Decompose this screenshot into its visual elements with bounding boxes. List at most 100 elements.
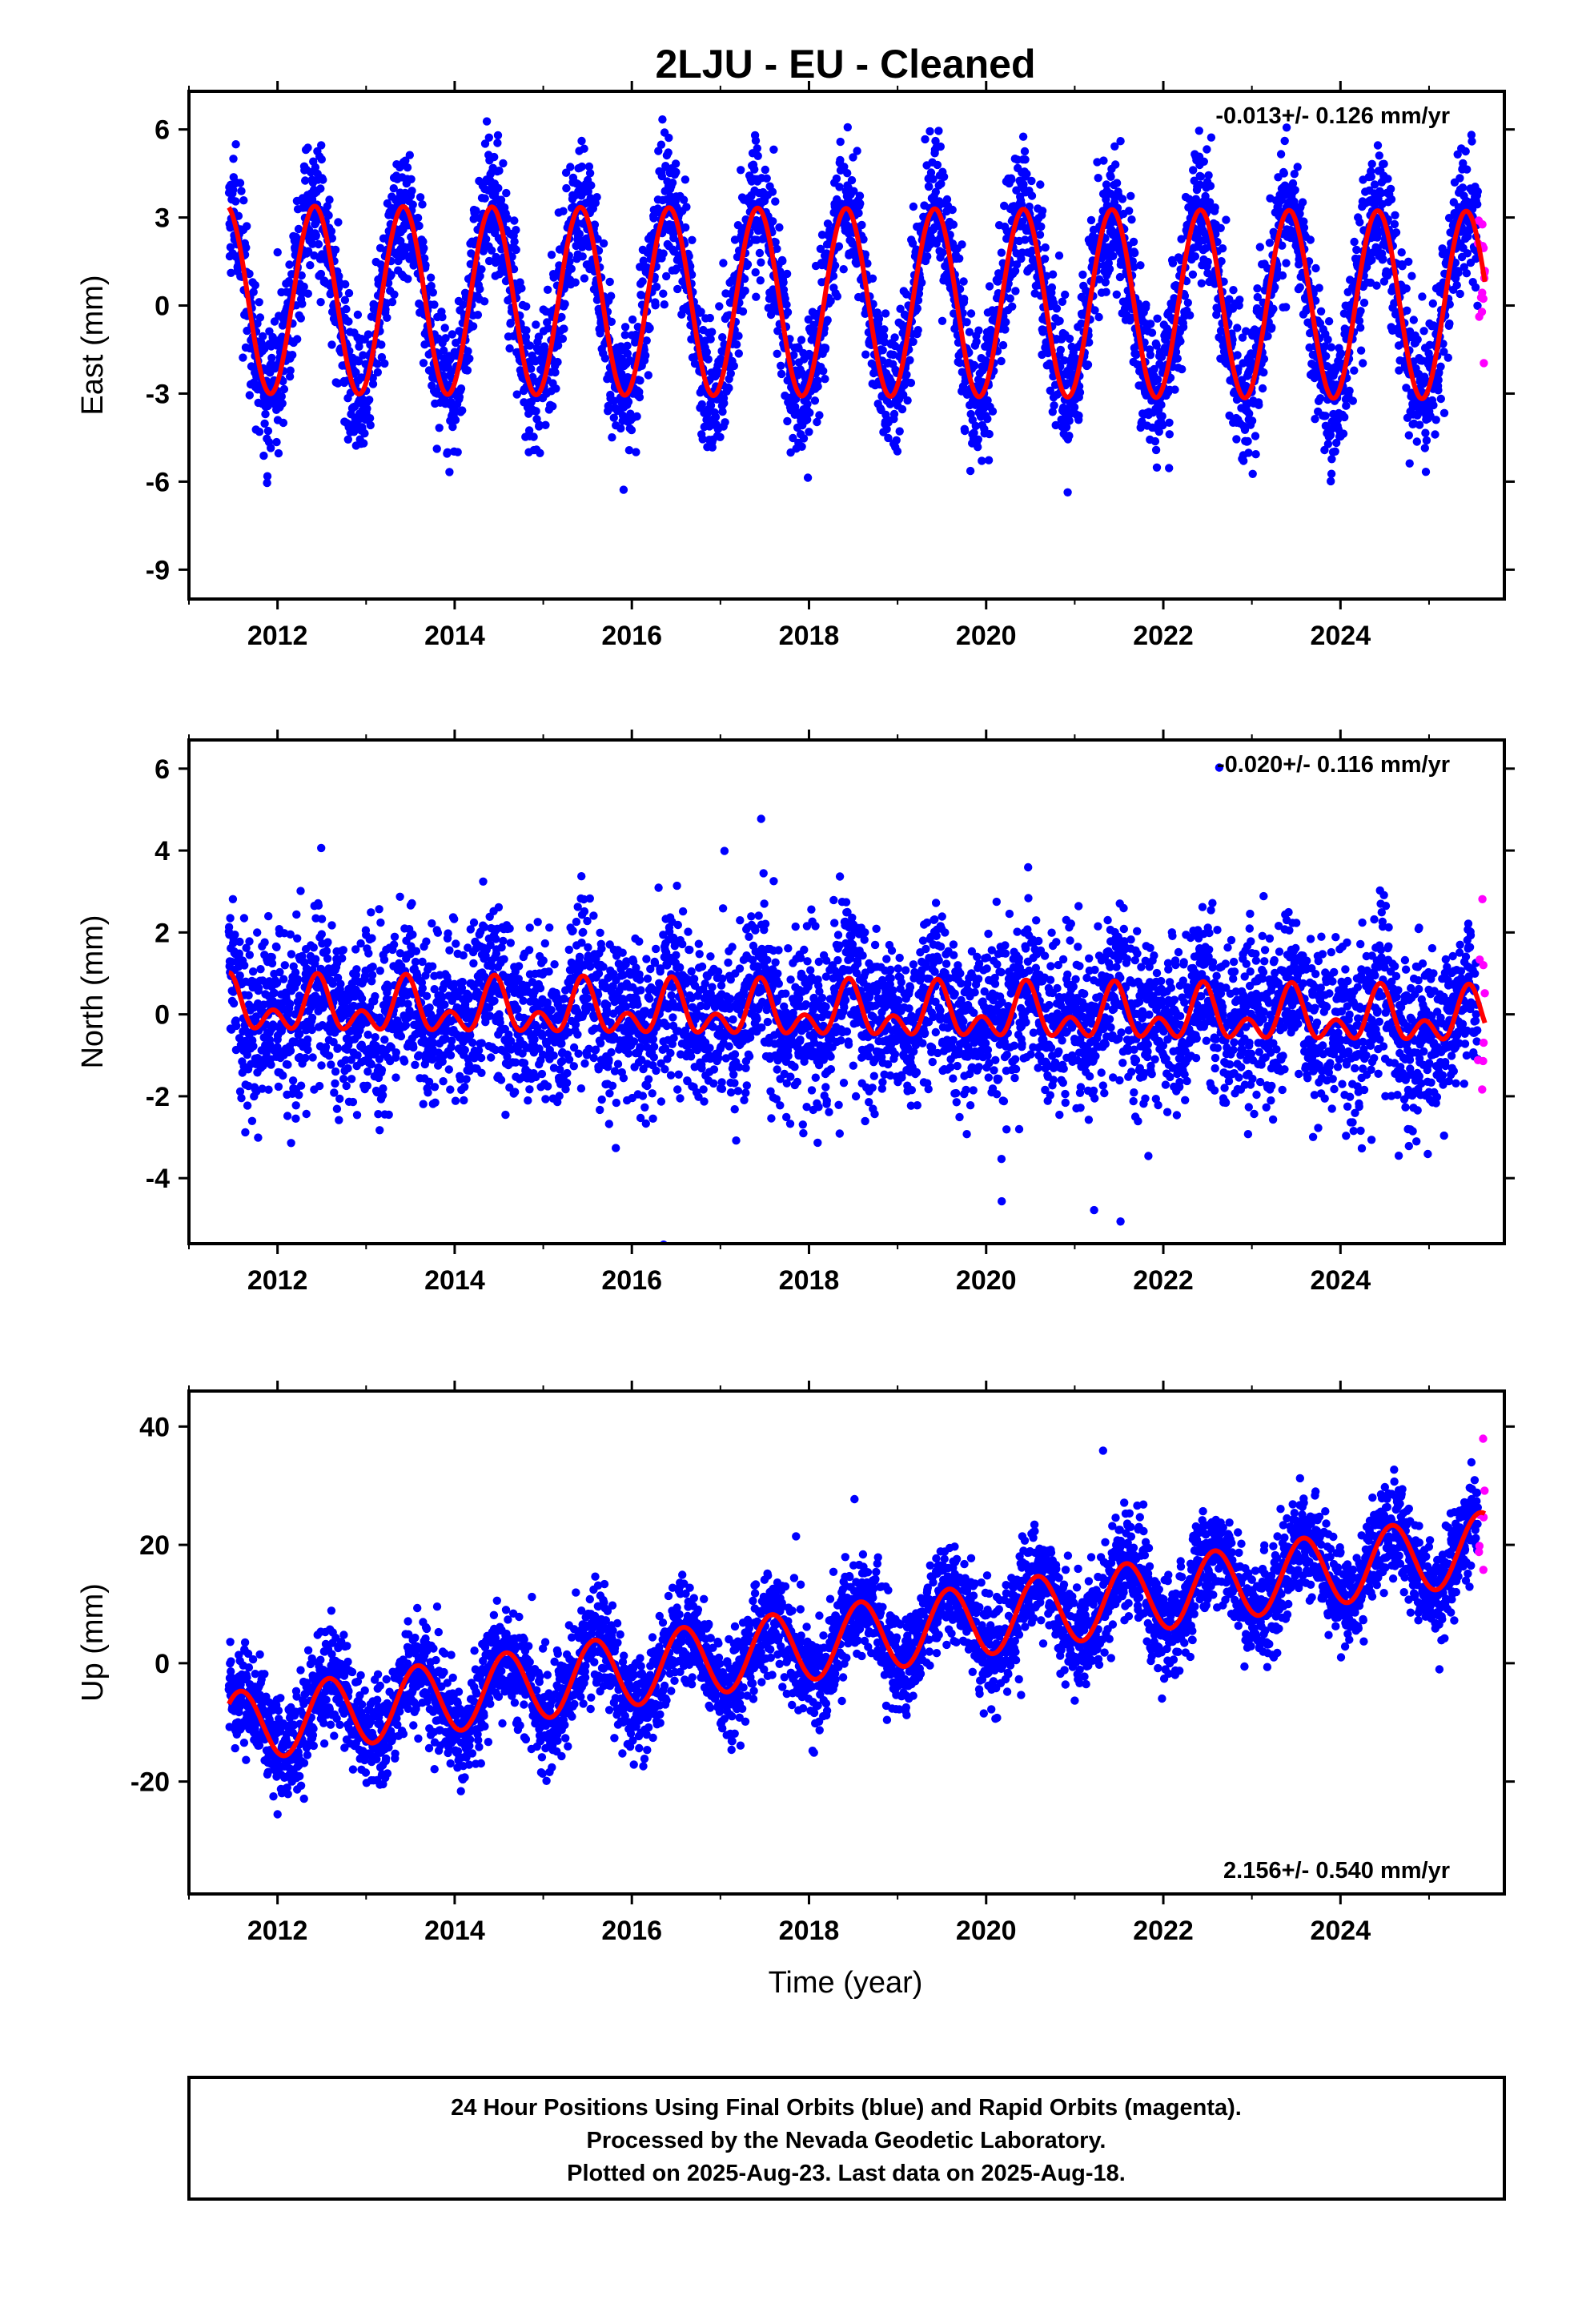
final-point <box>725 384 733 392</box>
final-point <box>1345 386 1354 396</box>
final-point <box>253 928 262 937</box>
final-point <box>260 419 269 428</box>
final-point <box>855 191 865 200</box>
final-point <box>584 187 592 196</box>
final-point <box>272 943 281 952</box>
final-point <box>823 219 833 228</box>
rapid-point <box>1477 308 1487 316</box>
final-point <box>665 133 673 143</box>
final-point <box>698 435 707 444</box>
final-point <box>254 983 263 993</box>
north-panel: 2012 2014 2016 2018 2020 2022 2024-4-20246Nort… <box>76 730 1515 1296</box>
final-point <box>476 284 484 294</box>
final-point <box>756 276 765 285</box>
final-point <box>245 937 254 946</box>
final-point <box>1352 245 1361 255</box>
y-tick-label: -6 <box>146 467 170 497</box>
final-point <box>327 340 336 349</box>
final-point <box>272 437 281 447</box>
final-point <box>769 217 777 226</box>
final-point <box>652 283 661 292</box>
final-point <box>264 1085 273 1094</box>
final-point <box>430 300 439 309</box>
final-point <box>777 369 786 379</box>
final-point <box>681 223 690 232</box>
final-point <box>778 256 787 266</box>
final-point <box>571 278 580 287</box>
final-point <box>762 174 771 183</box>
final-point <box>1232 435 1241 444</box>
final-point <box>1165 418 1174 427</box>
final-point <box>697 400 706 409</box>
final-point <box>327 234 336 243</box>
final-point <box>815 411 824 420</box>
final-point <box>574 180 584 190</box>
final-point <box>884 433 893 443</box>
final-point <box>229 186 238 195</box>
final-point <box>426 273 436 282</box>
final-point <box>917 278 926 287</box>
final-point <box>295 1091 303 1100</box>
final-point <box>277 392 286 401</box>
final-point <box>365 414 375 423</box>
final-point <box>810 396 820 405</box>
final-point <box>1327 469 1336 478</box>
final-point <box>1021 155 1030 164</box>
final-point <box>1127 215 1136 224</box>
final-point <box>368 373 377 383</box>
final-point <box>970 361 979 370</box>
final-point <box>809 320 818 329</box>
final-point <box>984 456 994 464</box>
final-point <box>235 937 244 947</box>
final-point <box>1007 175 1016 184</box>
final-point <box>303 247 313 255</box>
final-point <box>274 448 283 458</box>
final-point <box>1204 171 1213 180</box>
final-point <box>255 298 263 307</box>
final-point <box>1379 255 1387 263</box>
final-point <box>938 248 947 257</box>
final-point <box>753 144 761 153</box>
final-point <box>465 354 474 363</box>
final-point <box>551 368 560 377</box>
final-point <box>729 361 738 371</box>
final-point <box>766 310 776 320</box>
y-tick-label: -9 <box>146 555 170 585</box>
final-point <box>1165 464 1174 472</box>
final-point <box>1306 235 1315 244</box>
final-point <box>1323 335 1332 344</box>
final-point <box>636 291 646 300</box>
final-point <box>1386 184 1395 194</box>
final-point <box>771 197 780 206</box>
final-point <box>1415 420 1424 429</box>
final-point <box>1340 412 1349 422</box>
final-point <box>988 407 998 416</box>
final-point <box>1150 436 1160 446</box>
final-point <box>960 426 970 436</box>
final-point <box>235 971 244 980</box>
final-point <box>1094 312 1103 322</box>
final-point <box>590 220 600 229</box>
final-point <box>585 169 595 178</box>
final-point <box>1173 354 1182 363</box>
final-point <box>482 235 491 243</box>
final-point <box>377 340 386 349</box>
final-point <box>1445 319 1454 328</box>
final-point <box>331 245 340 255</box>
final-point <box>420 254 429 263</box>
final-point <box>1130 248 1139 258</box>
final-point <box>1022 170 1031 179</box>
final-point <box>1316 307 1326 316</box>
final-point <box>1278 271 1287 280</box>
final-point <box>768 187 777 196</box>
final-point <box>473 311 483 320</box>
final-point <box>878 346 887 355</box>
final-point <box>697 308 705 316</box>
final-point <box>1391 211 1399 219</box>
final-point <box>609 413 618 422</box>
final-point <box>1327 455 1336 464</box>
final-point <box>773 327 782 336</box>
final-point <box>534 332 544 341</box>
final-point <box>1280 136 1289 146</box>
final-point <box>512 226 520 235</box>
